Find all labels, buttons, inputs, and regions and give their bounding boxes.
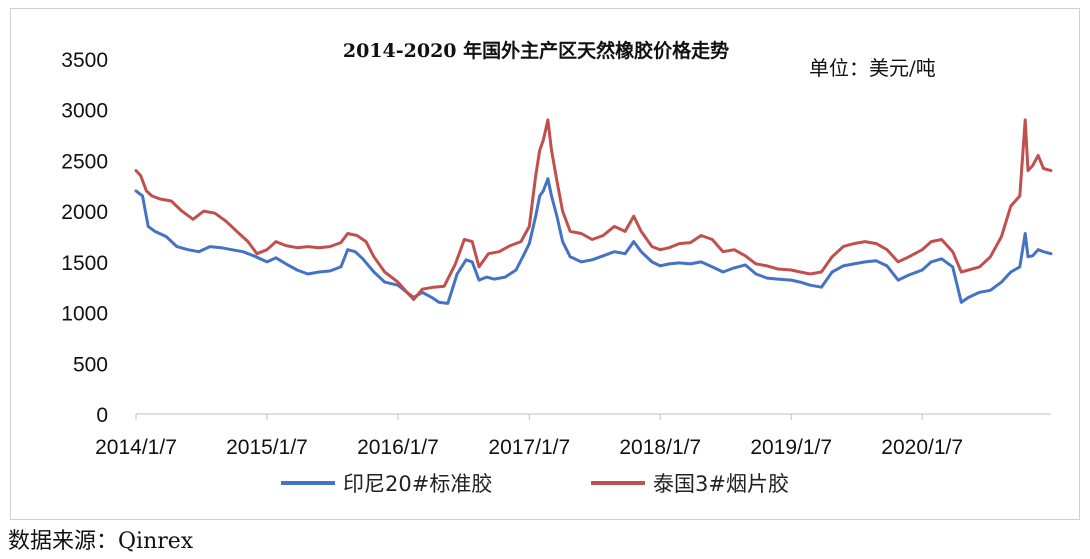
x-tick-label: 2015/1/7: [226, 436, 308, 459]
source-note: 数据来源：Qinrex: [8, 529, 194, 554]
chart-frame: 2014-2020 年国外主产区天然橡胶价格走势 单位：美元/吨 0 500 100…: [10, 8, 1080, 520]
x-tick-label: 2018/1/7: [619, 436, 701, 459]
y-axis: 0 500 1000 1500 2000 2500 3000 3500: [61, 49, 108, 427]
y-tick-label: 3000: [61, 100, 108, 123]
unit-label: 单位：美元/吨: [809, 56, 936, 80]
y-tick-label: 3500: [61, 49, 108, 72]
legend-label-1: 泰国3#烟片胶: [653, 472, 789, 496]
y-tick-label: 2500: [61, 150, 108, 173]
chart-title: 2014-2020 年国外主产区天然橡胶价格走势: [343, 39, 729, 62]
x-axis: 2014/1/7 2015/1/7 2016/1/7 2017/1/7 2018/1/7…: [95, 413, 1051, 459]
y-tick-label: 1500: [61, 252, 108, 275]
series-line-1: [134, 118, 1053, 301]
series-layer: [134, 118, 1053, 305]
x-tick-label: 2014/1/7: [95, 436, 177, 459]
y-tick-label: 2000: [61, 201, 108, 224]
x-tick-label: 2019/1/7: [750, 436, 832, 459]
x-tick-label: 2017/1/7: [488, 436, 570, 459]
series-line-0: [134, 177, 1053, 305]
y-tick-label: 500: [73, 353, 108, 376]
price-trend-chart: 2014-2020 年国外主产区天然橡胶价格走势 单位：美元/吨 0 500 100…: [61, 39, 1053, 496]
legend-label-0: 印尼20#标准胶: [343, 472, 492, 496]
x-tick-label: 2016/1/7: [357, 436, 439, 459]
x-tick-label: 2020/1/7: [881, 436, 963, 459]
y-tick-label: 0: [96, 404, 108, 427]
legend: 印尼20#标准胶 泰国3#烟片胶: [281, 472, 789, 496]
y-tick-label: 1000: [61, 303, 108, 326]
